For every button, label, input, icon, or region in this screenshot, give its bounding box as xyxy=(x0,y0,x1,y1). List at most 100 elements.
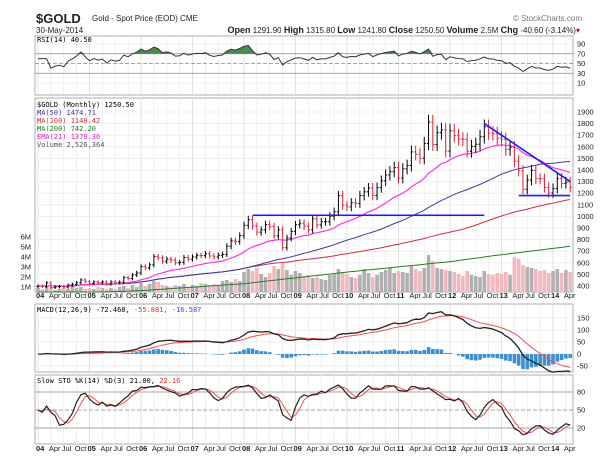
close-value: 1250.50 xyxy=(415,26,445,35)
x-tick-month: Jul xyxy=(422,444,432,453)
volume-bar xyxy=(169,287,173,292)
volume-bar xyxy=(405,273,409,292)
macd-histogram-bar xyxy=(491,354,495,358)
x-tick-month: Apr xyxy=(49,444,61,453)
macd-histogram-bar xyxy=(551,354,555,365)
macd-histogram-bar xyxy=(392,349,397,354)
price-bar xyxy=(396,161,401,184)
volume-bar xyxy=(353,278,358,292)
x-tick-year: 07 xyxy=(191,444,199,453)
description: Gold - Spot Price (EOD) xyxy=(92,14,178,23)
macd-tick-label: 150 xyxy=(577,314,590,323)
volume-bar xyxy=(383,270,388,292)
volume-bar xyxy=(323,280,328,292)
macd-histogram-bar xyxy=(306,354,311,356)
x-tick-month: Apr xyxy=(255,291,267,300)
macd-histogram-bar xyxy=(246,348,251,354)
price-tick-label: 800 xyxy=(577,235,590,244)
price-bar xyxy=(435,125,439,152)
macd-histogram-bar xyxy=(456,354,461,356)
volume-bar xyxy=(336,269,341,292)
price-bar xyxy=(517,155,521,177)
volume-bar xyxy=(435,268,439,292)
x-tick-month: Apr xyxy=(306,291,318,300)
macd-histogram-bar xyxy=(229,352,233,354)
sto-k-value: Slow STO %K(14) %D(3) 21.00, xyxy=(37,377,156,385)
macd-histogram-bar xyxy=(409,349,414,354)
volume-bar xyxy=(216,285,221,292)
macd-histogram-bar xyxy=(499,354,504,359)
price-bar xyxy=(87,279,92,286)
x-tick-year: 10 xyxy=(345,444,353,453)
volume-bar xyxy=(439,269,444,292)
price-tick-label: 1500 xyxy=(577,154,594,163)
macd-histogram-bar xyxy=(319,354,324,355)
volume-bar xyxy=(426,255,431,292)
price-bar xyxy=(83,278,87,284)
price-bar xyxy=(276,226,280,240)
price-bar xyxy=(311,214,315,234)
x-tick-year: 09 xyxy=(294,444,302,453)
macd-histogram-bar xyxy=(323,354,328,355)
volume-bar xyxy=(328,275,332,292)
price-bar xyxy=(70,282,74,287)
macd-histogram-bar xyxy=(289,354,294,358)
volume-bar xyxy=(392,273,397,292)
x-tick-month: Apr xyxy=(409,291,421,300)
price-bar xyxy=(474,137,478,153)
macd-histogram-bar xyxy=(130,352,135,354)
macd-histogram-bar xyxy=(276,354,281,355)
volume-tick-label: 5M xyxy=(21,243,31,252)
macd-histogram-bar xyxy=(164,350,169,354)
price-bar xyxy=(105,280,109,286)
price-tick-label: 1900 xyxy=(577,108,594,117)
x-tick-month: Apr xyxy=(564,444,576,453)
macd-tick-label: 100 xyxy=(577,326,590,335)
volume-bar xyxy=(306,275,311,292)
x-tick-month: Apr xyxy=(409,444,421,453)
volume-bar xyxy=(53,290,57,292)
macd-histogram-bar xyxy=(139,351,143,354)
price-bar xyxy=(233,237,238,245)
volume-bar xyxy=(233,279,238,292)
price-bar xyxy=(263,220,268,234)
volume-bar xyxy=(297,273,302,292)
x-tick-month: Jul xyxy=(268,444,278,453)
volume-bar xyxy=(83,289,88,292)
volume-label: Volume xyxy=(446,25,479,35)
price-bar xyxy=(57,284,62,289)
macd-histogram-bar xyxy=(310,354,315,355)
macd-histogram-bar xyxy=(100,353,105,354)
volume-bar xyxy=(57,289,62,292)
x-tick-month: Apr xyxy=(255,444,267,453)
volume-bar xyxy=(199,283,203,292)
volume-bar xyxy=(370,277,375,292)
macd-histogram-bar xyxy=(478,354,482,360)
price-bar xyxy=(212,253,216,260)
price-bar xyxy=(409,145,413,172)
volume-bar xyxy=(452,272,457,292)
x-tick-month: Oct xyxy=(178,291,191,300)
sto-tick-label: 80 xyxy=(577,388,585,397)
brand-link[interactable]: © StockCharts.com xyxy=(512,14,582,23)
macd-histogram-bar xyxy=(152,349,156,354)
sto-tick-label: 50 xyxy=(577,406,585,415)
price-bar xyxy=(190,254,195,262)
quote-summary: Open 1291.90 High 1315.80 Low 1241.80 Cl… xyxy=(227,25,580,35)
macd-histogram-bar xyxy=(297,354,302,356)
sto-k-line xyxy=(37,384,571,436)
x-tick-year: 09 xyxy=(294,291,302,300)
volume-value: 2.5M xyxy=(480,26,499,35)
volume-bar xyxy=(117,287,122,292)
price-bar xyxy=(268,220,272,231)
x-tick-month: Jul xyxy=(371,444,381,453)
rsi-tick-label: 30 xyxy=(577,69,585,78)
x-tick-month: Apr xyxy=(512,444,524,453)
volume-bar xyxy=(177,286,182,292)
volume-tick-label: 3M xyxy=(21,263,31,272)
price-bar xyxy=(40,284,44,289)
macd-histogram-bar xyxy=(134,352,139,354)
x-tick-year: 11 xyxy=(397,291,405,300)
macd-histogram-bar xyxy=(156,349,160,354)
volume-bar xyxy=(469,275,474,292)
